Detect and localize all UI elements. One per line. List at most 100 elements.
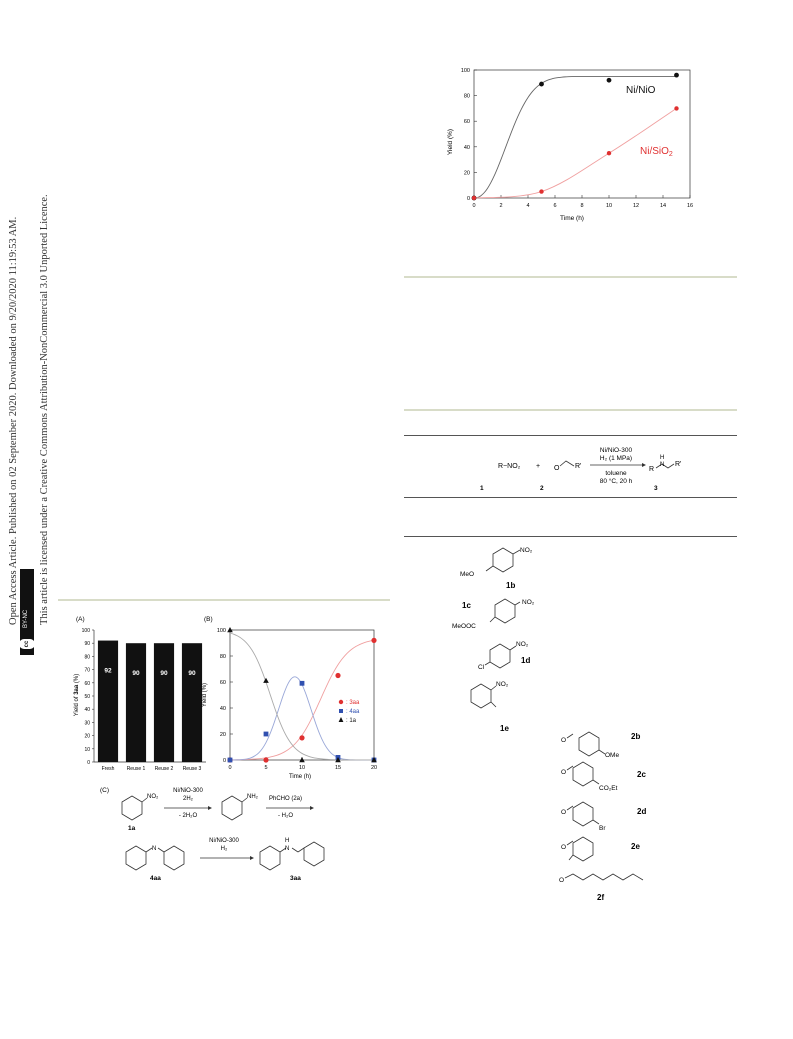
legend-label: : 1a bbox=[346, 718, 357, 724]
x-tick-label: 10 bbox=[299, 765, 305, 771]
bar-value-label: 90 bbox=[188, 670, 196, 677]
data-point-ninio bbox=[539, 81, 544, 87]
x-tick-label: 8 bbox=[580, 203, 583, 209]
data-point-1a bbox=[227, 627, 233, 633]
plot-frame bbox=[473, 69, 691, 199]
category-label: Reuse 1 bbox=[127, 766, 146, 772]
y-tick-label: 100 bbox=[461, 68, 470, 74]
x-tick-label: 5 bbox=[264, 765, 267, 771]
data-point-1a bbox=[371, 757, 377, 763]
x-tick-label: 0 bbox=[228, 765, 231, 771]
structure-1d: NO₂ Cl 1d bbox=[478, 641, 530, 671]
structure-4aa: N 4aa bbox=[125, 845, 185, 882]
y-axis-label: Yield (%) bbox=[202, 683, 208, 707]
y-tick-label: 0 bbox=[467, 196, 470, 202]
product-n: N bbox=[660, 462, 664, 468]
co2et-2c: CO₂Et bbox=[599, 785, 618, 792]
data-point-4aa bbox=[299, 680, 305, 686]
data-point-1a bbox=[263, 677, 269, 683]
y-tick-label: 30 bbox=[84, 720, 90, 726]
cc-license-badge[interactable]: cc BY-NC bbox=[19, 569, 35, 655]
step3-reagent: H₂ bbox=[221, 846, 228, 852]
compound-number-1: 1 bbox=[480, 485, 484, 492]
y-tick-label: 40 bbox=[84, 707, 90, 713]
y-tick-label: 50 bbox=[84, 694, 90, 700]
label-2c: 2c bbox=[637, 770, 646, 779]
legend-marker bbox=[338, 717, 344, 722]
data-point-3aa bbox=[263, 757, 269, 763]
step1-reagent: 2H₂ bbox=[183, 796, 194, 802]
license-notice[interactable]: This article is licensed under a Creativ… bbox=[39, 194, 50, 625]
y-tick-label: 60 bbox=[464, 119, 470, 125]
data-point-3aa bbox=[335, 672, 341, 679]
bar bbox=[181, 643, 203, 762]
h-3aa: H bbox=[285, 838, 289, 844]
category-label: Reuse 3 bbox=[183, 766, 202, 772]
fit-curve-3aa bbox=[229, 639, 375, 761]
product-r: R bbox=[649, 466, 654, 473]
x-tick-label: 15 bbox=[335, 765, 341, 771]
no2-1a: NO₂ bbox=[147, 794, 159, 800]
x-tick-label: 14 bbox=[660, 203, 666, 209]
data-point-3aa bbox=[299, 735, 305, 741]
solvent-label: toluene bbox=[605, 470, 627, 477]
n-3aa: N bbox=[285, 846, 289, 852]
data-point-4aa bbox=[227, 757, 233, 763]
y-tick-label: 90 bbox=[84, 641, 90, 647]
y-tick-label: 40 bbox=[464, 145, 470, 151]
hydrogen-pressure: H₂ (1 MPa) bbox=[600, 455, 632, 462]
catalyst-label: Ni/NiO-300 bbox=[600, 447, 633, 454]
label-4aa: 4aa bbox=[150, 875, 161, 882]
data-point-ninio bbox=[674, 72, 679, 78]
x-tick-label: 12 bbox=[633, 203, 639, 209]
series-label-ninio: Ni/NiO bbox=[626, 85, 656, 96]
x-tick-label: 4 bbox=[526, 203, 529, 209]
table-top-divider bbox=[404, 409, 737, 411]
label-2f: 2f bbox=[597, 893, 604, 902]
category-label: Reuse 2 bbox=[155, 766, 174, 772]
category-label: Fresh bbox=[102, 766, 115, 772]
label-1d: 1d bbox=[521, 656, 530, 665]
y-tick-label: 0 bbox=[223, 758, 226, 764]
carbonyl-o: O bbox=[554, 465, 560, 472]
fit-curve-1a bbox=[229, 632, 375, 761]
table-rule bbox=[404, 435, 737, 436]
y-tick-label: 80 bbox=[84, 654, 90, 660]
meooc-1c: MeOOC bbox=[452, 623, 476, 630]
y-tick-label: 0 bbox=[87, 760, 90, 766]
y-tick-label: 80 bbox=[464, 94, 470, 100]
data-point-nisio2 bbox=[606, 151, 612, 156]
label-2e: 2e bbox=[631, 842, 640, 851]
nitro-reactant: R−NO₂ bbox=[498, 463, 521, 470]
structure-2f: O 2f bbox=[559, 873, 644, 902]
legend-label: : 4aa bbox=[346, 709, 360, 715]
x-tick-label: 2 bbox=[499, 203, 502, 209]
y-tick-label: 60 bbox=[84, 681, 90, 687]
time-course-chart: (B) Yield (%) Time (h) 0 5 10 15 20 0 20 40 60 80… bbox=[202, 616, 377, 780]
legend-marker bbox=[339, 709, 343, 713]
step2-reagent: PhCHO (2a) bbox=[269, 796, 302, 802]
aldehyde-bond bbox=[559, 460, 575, 467]
y-tick-label: 100 bbox=[82, 628, 91, 634]
label-2d: 2d bbox=[637, 807, 646, 816]
y-axis-label: Yield of 3aa (%) bbox=[74, 674, 80, 716]
arrow-head bbox=[310, 806, 314, 810]
structure-1a: NO₂ 1a bbox=[121, 794, 159, 832]
bar bbox=[125, 643, 147, 762]
step1-catalyst: Ni/NiO-300 bbox=[173, 788, 203, 794]
data-point-nisio2 bbox=[674, 106, 679, 111]
yield-vs-time-chart: 0 2 4 6 8 10 12 14 16 0 20 40 60 80 100 Ni/NiO Ni/SiO2… bbox=[447, 68, 693, 222]
structure-2b: O OMe 2b bbox=[561, 731, 640, 759]
arrow-head bbox=[642, 463, 646, 467]
br-2d: Br bbox=[599, 825, 606, 832]
data-point-ninio bbox=[606, 77, 612, 83]
data-point-nisio2 bbox=[539, 189, 544, 194]
x-axis-label: Time (h) bbox=[560, 215, 584, 222]
compound-number-3: 3 bbox=[654, 485, 658, 492]
y-tick-label: 80 bbox=[220, 654, 226, 660]
legend-label: : 3aa bbox=[346, 700, 360, 706]
cc-badge-label: BY-NC bbox=[23, 609, 29, 628]
no2-1e: NO₂ bbox=[496, 681, 509, 688]
y-tick-label: 10 bbox=[84, 747, 90, 753]
y-tick-label: 20 bbox=[464, 170, 470, 176]
